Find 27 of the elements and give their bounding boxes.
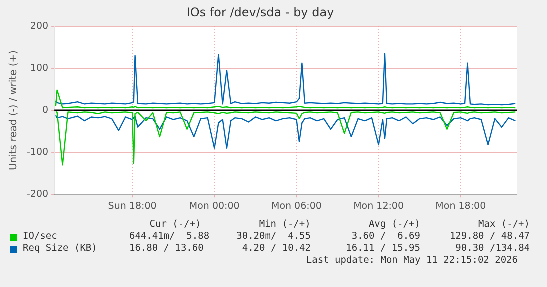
text: 3.60 / 6.69	[350, 231, 420, 243]
text: Cur (-/+)	[148, 219, 202, 231]
y-tick-label: 100	[30, 62, 49, 74]
text: 30.20m/ 4.55	[236, 231, 311, 242]
text: 16.11 / 15.95	[345, 243, 420, 255]
x-tick-label: Sun 18:00	[108, 200, 157, 212]
text: 129.80 / 48.47	[448, 231, 530, 243]
x-tick-label: Mon 00:00	[189, 200, 240, 212]
text: 644.41m/ 5.88	[129, 231, 210, 243]
chart-title: IOs for /dev/sda - by day	[186, 5, 334, 20]
y-tick-label: -200	[27, 189, 49, 200]
text: Avg (-/+)	[368, 219, 420, 231]
y-axis-title: Units read (-) / write (+)	[8, 50, 20, 171]
legend-label: IO/sec	[22, 231, 58, 243]
text: 4.20 / 10.42	[242, 243, 311, 254]
text: 16.80 / 13.60	[129, 243, 204, 255]
legend-label: Req Size (KB)	[22, 243, 98, 255]
y-tick-label: 200	[30, 20, 49, 32]
text: Min (-/+)	[258, 219, 311, 231]
x-tick-label: Mon 18:00	[436, 200, 486, 212]
text: 90.30 /134.84	[454, 243, 530, 255]
text: Last update: Mon May 11 22:15:02 2026	[305, 255, 518, 267]
x-tick-label: Mon 12:00	[354, 200, 404, 212]
text: Max (-/+)	[478, 219, 530, 231]
y-tick-label: 0	[42, 104, 49, 116]
x-tick-label: Mon 06:00	[272, 200, 322, 212]
y-tick-label: -100	[27, 147, 49, 158]
